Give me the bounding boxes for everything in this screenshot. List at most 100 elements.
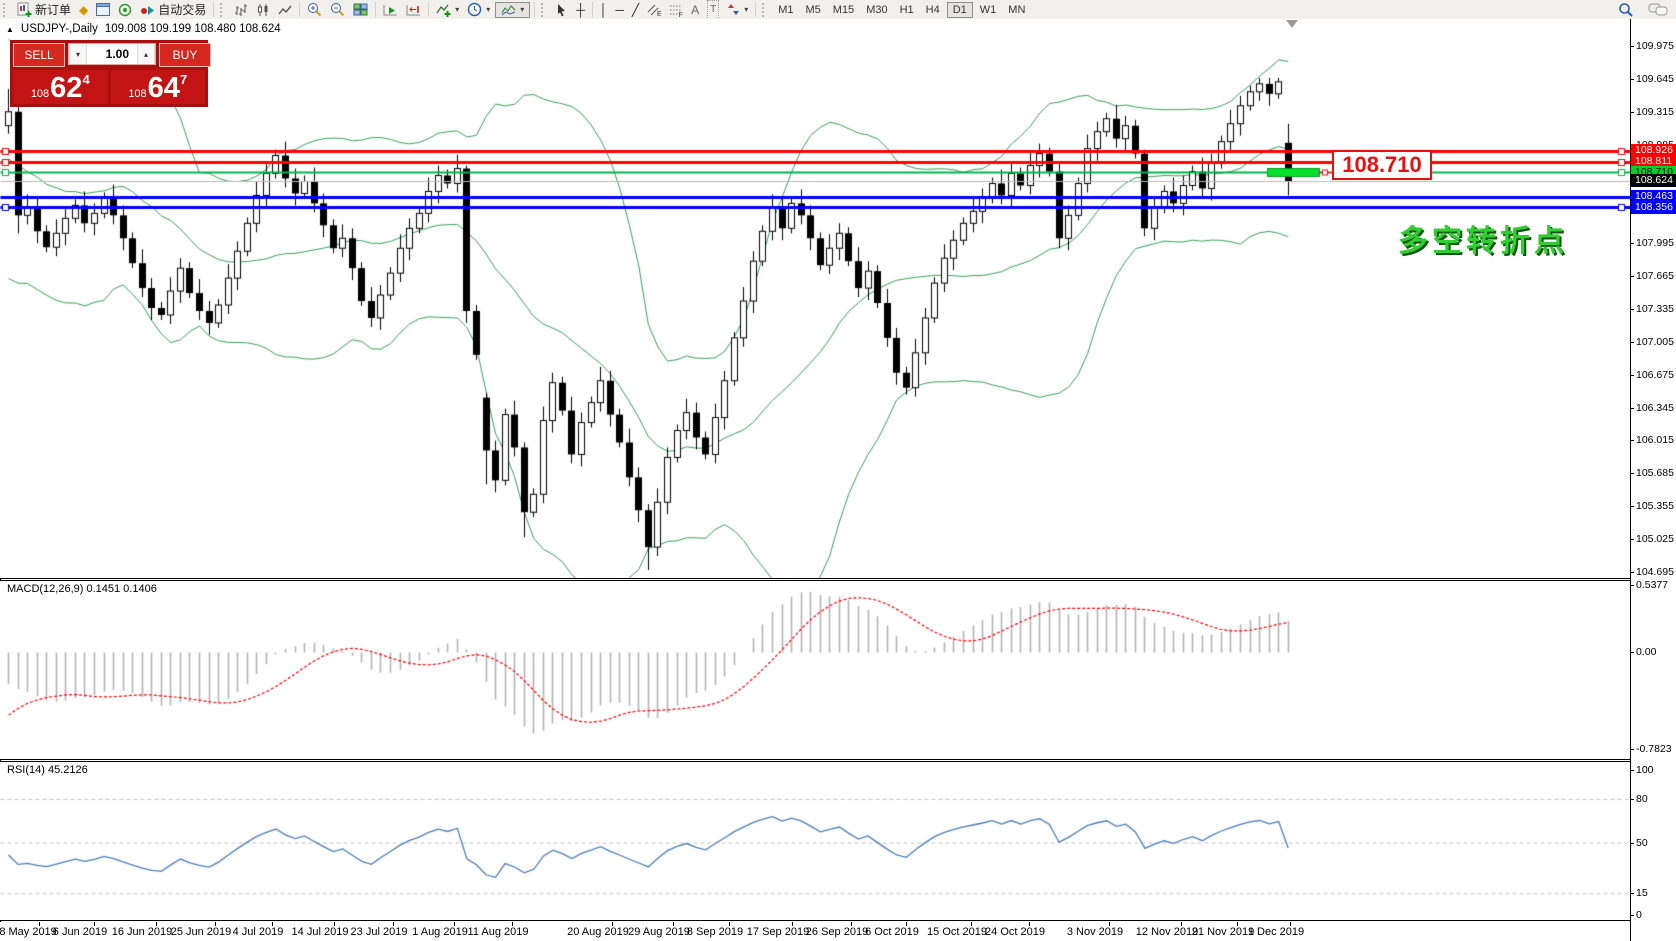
sell-button[interactable]: SELL <box>13 43 65 67</box>
panel-separator[interactable] <box>0 761 1676 762</box>
text-icon: A <box>691 2 700 17</box>
svg-text:F: F <box>679 12 683 17</box>
toolbar-grip[interactable] <box>3 2 9 17</box>
note-text[interactable]: 多空转折点 <box>1398 225 1568 258</box>
zoom-in-button[interactable] <box>303 1 326 19</box>
ohlc-values: 109.008 109.199 108.480 108.624 <box>104 23 281 35</box>
axis-tick-label: 106.675 <box>1631 369 1674 382</box>
bar-chart-button[interactable] <box>230 1 252 19</box>
line-price-axis-label: 108.463 <box>1631 190 1676 204</box>
timeframe-m30[interactable]: M30 <box>866 3 888 16</box>
chart-template-button[interactable]: ▾ <box>495 1 531 18</box>
date-tick <box>971 922 972 926</box>
timeframe-mn[interactable]: MN <box>1008 3 1026 16</box>
search-icon[interactable] <box>1618 2 1634 18</box>
panel-separator[interactable] <box>0 759 1676 760</box>
indicators-button[interactable]: ▾ <box>432 1 463 19</box>
date-tick <box>1237 922 1238 926</box>
price-callout[interactable]: 108.710 <box>1332 150 1432 180</box>
panel-separator[interactable] <box>0 580 1676 581</box>
timeframe-m1[interactable]: M1 <box>778 3 794 16</box>
toolbar-grip[interactable] <box>541 2 547 17</box>
vertical-line-button[interactable]: │ <box>596 1 612 19</box>
date-tick <box>334 922 335 926</box>
date-label: 20 Aug 2019 <box>567 926 629 938</box>
toolbar-grip[interactable] <box>762 2 768 17</box>
auto-scroll-button[interactable] <box>379 1 402 19</box>
text-label-button[interactable]: T <box>703 0 723 20</box>
main-chart-canvas[interactable] <box>0 19 1630 578</box>
lot-input[interactable] <box>87 44 137 64</box>
timeframe-d1[interactable]: D1 <box>946 1 973 18</box>
date-label: 24 Oct 2019 <box>985 926 1045 938</box>
rsi-chart-canvas[interactable] <box>0 762 1630 920</box>
date-label: 21 Nov 2019 <box>1191 926 1255 938</box>
buy-price: 108 64 7 <box>110 70 205 104</box>
chart-shift-button[interactable] <box>402 1 425 19</box>
buy-price-sup: 7 <box>179 72 188 87</box>
cursor-button[interactable] <box>551 1 572 19</box>
candlestick-chart-button[interactable] <box>252 1 274 19</box>
chart-shift-marker[interactable] <box>1286 20 1298 28</box>
date-label: 15 Oct 2019 <box>927 926 987 938</box>
cursor-icon <box>558 3 566 16</box>
svg-text:E: E <box>657 11 661 17</box>
sell-price-big: 62 <box>50 72 83 104</box>
sell-price: 108 62 4 <box>13 70 108 104</box>
line-chart-button[interactable] <box>274 1 296 19</box>
axis-tick-label: 0.5377 <box>1631 579 1668 592</box>
date-label: 1 Dec 2019 <box>1247 926 1305 938</box>
new-order-button[interactable]: 新订单 <box>13 1 75 19</box>
axis-tick-label: 107.005 <box>1631 336 1674 349</box>
market-watch-button[interactable]: ◆ <box>75 1 92 19</box>
date-tick <box>156 922 157 926</box>
date-label: 25 Jun 2019 <box>170 926 232 938</box>
chat-icon[interactable] <box>1648 3 1668 17</box>
toolbar-grip[interactable] <box>220 2 226 17</box>
timeframe-m5[interactable]: M5 <box>805 3 821 16</box>
crosshair-button[interactable]: ┼ <box>572 1 589 19</box>
text-button[interactable]: A <box>687 1 703 19</box>
zoom-out-button[interactable] <box>326 1 349 19</box>
lot-decrease-button[interactable]: ▾ <box>69 44 87 64</box>
date-label: 3 Nov 2019 <box>1066 926 1124 938</box>
trendline-button[interactable]: ╱ <box>628 1 643 19</box>
arrows-button[interactable]: ▾ <box>723 1 752 19</box>
tile-windows-button[interactable] <box>349 1 372 19</box>
lot-increase-button[interactable]: ▴ <box>137 44 155 64</box>
one-click-collapse-icon[interactable]: ▲ <box>6 24 14 34</box>
data-window-button[interactable] <box>92 1 114 19</box>
channel-button[interactable]: E <box>643 1 665 19</box>
auto-trading-label: 自动交易 <box>158 3 207 17</box>
date-tick <box>1029 922 1030 926</box>
sell-price-prefix: 108 <box>30 88 50 100</box>
macd-chart-canvas[interactable] <box>0 581 1630 759</box>
auto-trading-button[interactable]: 自动交易 <box>136 1 210 19</box>
line-chart-icon <box>278 5 292 14</box>
chevron-down-icon: ▾ <box>486 5 491 14</box>
timeframe-w1[interactable]: W1 <box>979 3 997 16</box>
date-label: 16 Jun 2019 <box>111 926 173 938</box>
auto-scroll-icon <box>383 4 398 15</box>
periods-button[interactable]: ▾ <box>463 1 494 19</box>
axis-tick-label: 107.335 <box>1631 303 1674 316</box>
fibonacci-button[interactable]: F <box>665 1 687 19</box>
panel-separator[interactable] <box>0 578 1676 579</box>
timeframe-m15[interactable]: M15 <box>832 3 855 16</box>
vertical-line-icon: │ <box>599 2 608 17</box>
price-axis[interactable]: 109.975109.645109.315108.985108.655108.3… <box>1630 19 1676 941</box>
buy-button[interactable]: BUY <box>159 43 211 67</box>
timeframe-h4[interactable]: H4 <box>925 3 940 16</box>
date-tick <box>512 922 513 926</box>
axis-tick-label: 106.015 <box>1631 434 1674 447</box>
date-tick <box>39 922 40 926</box>
line-price-axis-label: 108.356 <box>1631 200 1676 214</box>
date-tick <box>1181 922 1182 926</box>
sell-price-sup: 4 <box>82 72 90 87</box>
navigator-button[interactable] <box>114 1 136 19</box>
timeframe-h1[interactable]: H1 <box>899 3 914 16</box>
navigator-icon <box>119 3 132 16</box>
axis-tick-label: 0 <box>1631 909 1642 922</box>
horizontal-line-button[interactable]: ─ <box>611 1 628 19</box>
